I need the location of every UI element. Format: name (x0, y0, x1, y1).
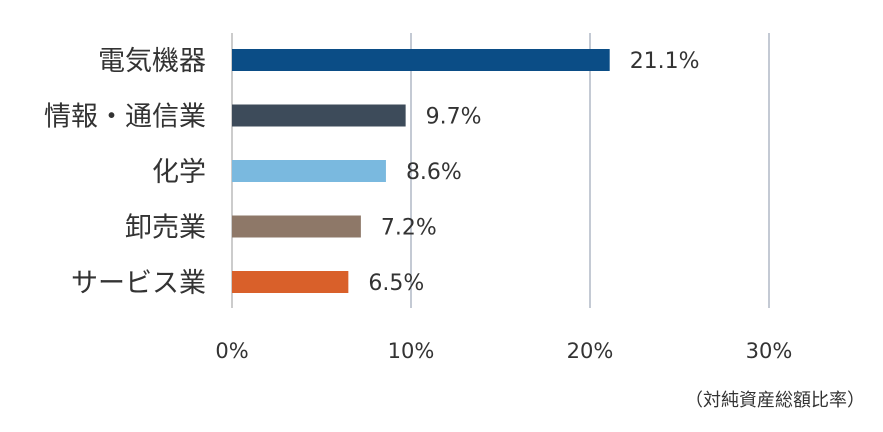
category-label: 情報・通信業 (44, 102, 206, 133)
value-label: 9.7% (426, 105, 482, 130)
category-label: 卸売業 (125, 213, 206, 244)
x-axis-tick-labels: 0% 10% 20% 30% (215, 339, 792, 363)
bar (232, 160, 386, 182)
x-tick-label: 0% (215, 339, 248, 363)
x-tick-label: 10% (388, 339, 435, 363)
bar (232, 215, 361, 238)
bar (232, 49, 610, 71)
category-label: 化学 (152, 157, 206, 188)
value-labels: 21.1% 9.7% 8.6% 7.2% 6.5% (368, 49, 699, 296)
category-label: サービス業 (71, 268, 206, 299)
x-tick-label: 30% (746, 339, 793, 363)
bar (232, 271, 349, 293)
value-label: 21.1% (630, 49, 700, 74)
x-tick-label: 20% (567, 339, 614, 363)
bars (232, 49, 610, 293)
bar (232, 104, 406, 127)
value-label: 6.5% (368, 271, 424, 296)
category-label: 電気機器 (98, 46, 206, 77)
value-label: 7.2% (381, 216, 437, 241)
ratio-note: （対純資産総額比率） (685, 390, 865, 411)
value-label: 8.6% (406, 160, 462, 185)
